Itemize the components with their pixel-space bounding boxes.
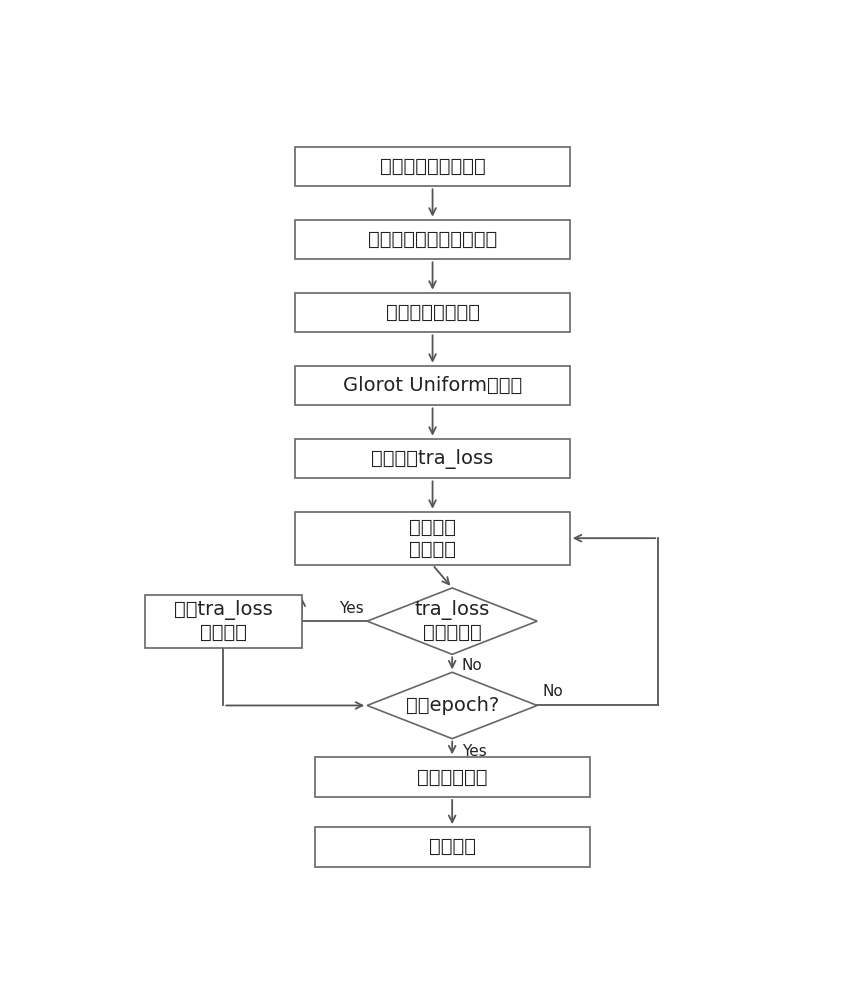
Text: 计算模型tra_loss: 计算模型tra_loss (371, 449, 494, 469)
Text: 构建卷积神经网络: 构建卷积神经网络 (386, 303, 479, 322)
Polygon shape (367, 588, 538, 654)
Text: 获取柚子高光谱图像: 获取柚子高光谱图像 (380, 157, 485, 176)
Text: 更新tra_loss
保存模型: 更新tra_loss 保存模型 (174, 600, 273, 642)
Text: tra_loss
得到优化？: tra_loss 得到优化？ (414, 600, 490, 642)
Bar (145, 595, 302, 648)
Text: Yes: Yes (462, 744, 487, 759)
Text: 预测结果: 预测结果 (429, 837, 476, 856)
Bar (295, 220, 570, 259)
Bar (295, 512, 570, 565)
Polygon shape (367, 672, 538, 739)
Text: No: No (462, 658, 483, 673)
Bar (295, 147, 570, 186)
Text: 输出最佳模型: 输出最佳模型 (417, 768, 488, 787)
Text: 反向传播
参数优化: 反向传播 参数优化 (409, 518, 456, 559)
Text: 计算光谱并归一化预处理: 计算光谱并归一化预处理 (368, 230, 497, 249)
Bar (315, 827, 589, 867)
Bar (315, 757, 589, 797)
Bar (295, 366, 570, 405)
Text: Yes: Yes (339, 601, 364, 616)
Text: 达到epoch?: 达到epoch? (406, 696, 499, 715)
Text: Glorot Uniform初始化: Glorot Uniform初始化 (343, 376, 522, 395)
Bar (295, 439, 570, 478)
Text: No: No (543, 684, 563, 699)
Bar (295, 293, 570, 332)
